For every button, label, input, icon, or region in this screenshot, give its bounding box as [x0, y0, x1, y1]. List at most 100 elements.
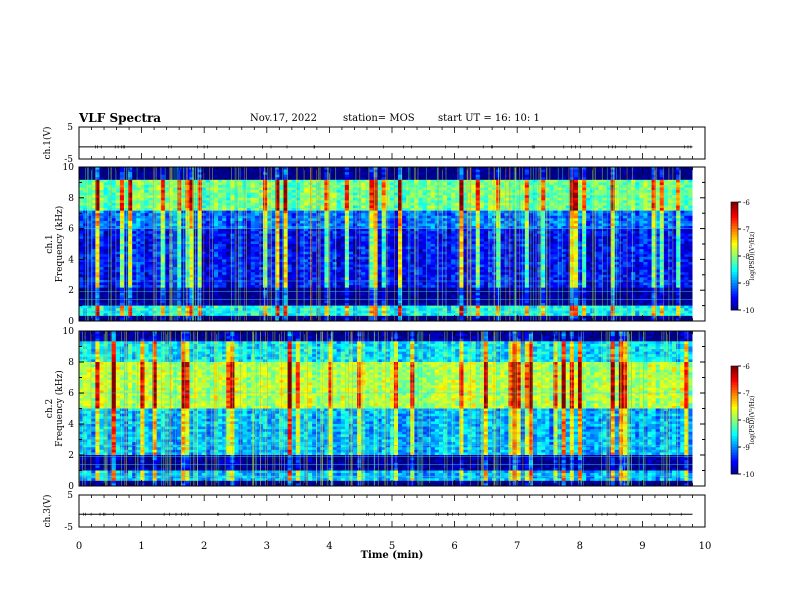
- spectrogram-cell: [614, 220, 620, 224]
- spectrogram-cell: [160, 220, 166, 224]
- spectrogram-cell: [238, 231, 243, 235]
- spectrogram-cell: [622, 202, 628, 206]
- spectrogram-cell: [87, 208, 92, 212]
- spectrogram-cell: [123, 169, 129, 173]
- spectrogram-cell: [103, 213, 109, 217]
- spectrogram-cell: [443, 223, 448, 227]
- spectrogram-cell: [111, 215, 117, 219]
- spectrogram-cell: [164, 200, 170, 204]
- spectrogram-cell: [148, 174, 154, 178]
- spectrogram-cell: [475, 205, 481, 209]
- spectrogram-cell: [234, 177, 239, 181]
- spectrogram-cell: [443, 200, 448, 204]
- spectrogram-cell: [680, 202, 685, 206]
- spectrogram-cell: [234, 202, 239, 206]
- spectrogram-cell: [479, 210, 485, 214]
- spectrogram-cell: [667, 213, 673, 217]
- spectrogram-cell: [504, 174, 509, 178]
- spectrogram-cell: [426, 197, 432, 201]
- spectrogram-cell: [361, 215, 366, 219]
- spectrogram-cell: [549, 223, 554, 227]
- spectrogram-cell: [144, 226, 149, 229]
- spectrogram-cell: [586, 223, 591, 227]
- spectrogram-cell: [119, 244, 125, 247]
- spectrogram-cell: [430, 208, 436, 212]
- spectrogram-cell: [622, 218, 628, 222]
- spectrogram-cell: [389, 244, 395, 247]
- spectrogram-cell: [103, 233, 109, 237]
- spectrogram-cell: [443, 192, 448, 196]
- spectrogram-cell: [263, 202, 268, 206]
- spectrogram-cell: [79, 241, 84, 245]
- spectrogram-cell: [132, 246, 137, 250]
- spectrogram-cell: [222, 233, 227, 237]
- spectrogram-cell: [287, 208, 293, 212]
- spectrogram-cell: [414, 169, 419, 173]
- spectrogram-cell: [577, 179, 583, 183]
- spectrogram-cell: [156, 231, 162, 235]
- spectrogram-cell: [672, 231, 677, 235]
- spectrogram-cell: [443, 202, 448, 206]
- spectrogram-cell: [680, 218, 685, 222]
- spectrogram-cell: [545, 192, 550, 196]
- spectrogram-cell: [107, 208, 113, 212]
- spectrogram-cell: [635, 218, 640, 222]
- spectrogram-cell: [156, 172, 162, 176]
- spectrogram-cell: [586, 195, 591, 199]
- spectrogram-cell: [99, 213, 104, 217]
- spectrogram-cell: [655, 172, 661, 176]
- spectrogram-cell: [226, 251, 231, 255]
- spectrogram-cell: [279, 233, 284, 237]
- spectrogram-cell: [144, 182, 149, 186]
- spectrogram-cell: [123, 192, 129, 196]
- spectrogram-cell: [357, 205, 362, 209]
- spectrogram-cell: [479, 187, 485, 191]
- spectrogram-cell: [443, 182, 448, 186]
- spectrogram-cell: [234, 218, 239, 222]
- spectrogram-cell: [471, 190, 477, 194]
- spectrogram-cell: [565, 190, 571, 194]
- spectrogram-cell: [459, 246, 464, 250]
- spectrogram-cell: [132, 195, 137, 199]
- spectrogram-cell: [226, 244, 231, 247]
- spectrogram-cell: [128, 190, 133, 194]
- spectrogram-cell: [475, 190, 481, 194]
- spectrogram-cell: [479, 192, 485, 196]
- spectrogram-cell: [230, 226, 235, 229]
- spectrogram-cell: [87, 228, 92, 232]
- spectrogram-cell: [627, 187, 632, 191]
- spectrogram-cell: [365, 172, 370, 176]
- spectrogram-cell: [385, 202, 391, 206]
- spectrogram-cell: [238, 249, 243, 253]
- spectrogram-cell: [377, 184, 383, 188]
- spectrogram-cell: [123, 187, 129, 191]
- spectrogram-cell: [271, 167, 276, 170]
- spectrogram-cell: [95, 228, 100, 232]
- spectrogram-cell: [340, 215, 346, 219]
- spectrogram-cell: [275, 246, 280, 250]
- spectrogram-cell: [312, 210, 317, 214]
- spectrogram-cell: [667, 226, 673, 229]
- spectrogram-cell: [426, 182, 432, 186]
- spectrogram-cell: [545, 167, 550, 170]
- spectrogram-cell: [267, 182, 272, 186]
- spectrogram-cell: [545, 174, 550, 178]
- spectrogram-cell: [271, 195, 276, 199]
- spectrogram-cell: [418, 169, 423, 173]
- spectrogram-cell: [639, 187, 644, 191]
- spectrogram-cell: [557, 192, 562, 196]
- spectrogram-cell: [520, 184, 526, 188]
- spectrogram-cell: [680, 210, 685, 214]
- spectrogram-cell: [483, 215, 489, 219]
- spectrogram-cell: [545, 236, 550, 240]
- spectrogram-cell: [418, 179, 423, 183]
- spectrogram-cell: [209, 202, 215, 206]
- spectrogram-cell: [549, 197, 554, 201]
- spectrogram-cell: [144, 172, 149, 176]
- spectrogram-cell: [622, 246, 628, 250]
- spectrogram-cell: [348, 172, 354, 176]
- spectrogram-cell: [463, 205, 468, 209]
- spectrogram-cell: [361, 187, 366, 191]
- spectrogram-cell: [111, 241, 117, 245]
- spectrogram-cell: [524, 213, 530, 217]
